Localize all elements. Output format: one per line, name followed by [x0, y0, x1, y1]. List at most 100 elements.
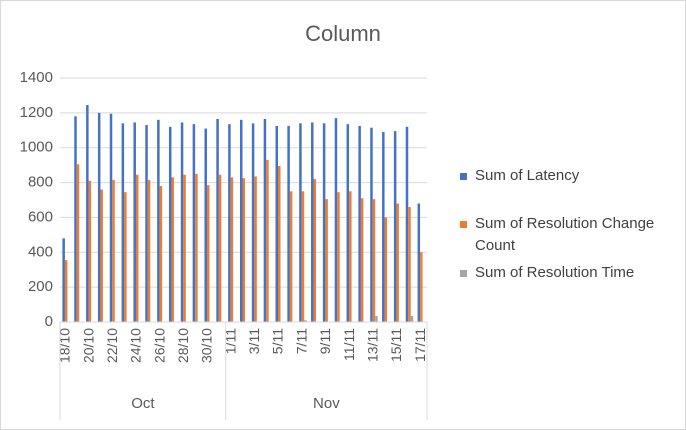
- bar: [242, 178, 245, 322]
- bar: [192, 124, 196, 322]
- bar: [109, 113, 113, 322]
- legend-swatch: [460, 221, 467, 228]
- legend-label: Sum of Resolution Time: [475, 264, 635, 281]
- group-label: Nov: [313, 395, 340, 412]
- bar: [74, 116, 77, 322]
- bar: [62, 238, 65, 322]
- bar: [349, 191, 352, 322]
- bar: [204, 128, 207, 322]
- bar: [304, 320, 307, 322]
- x-tick-label: 1/11: [222, 328, 238, 354]
- bar: [97, 112, 101, 322]
- x-tick-label: 7/11: [293, 328, 309, 354]
- bar: [88, 180, 92, 322]
- bar: [375, 315, 378, 322]
- x-tick-label: 30/10: [199, 328, 215, 363]
- y-tick-label: 600: [28, 208, 53, 225]
- bar: [322, 123, 326, 322]
- x-tick-label: 11/11: [341, 328, 357, 361]
- y-tick-label: 1200: [20, 104, 53, 121]
- bar: [410, 315, 414, 322]
- bar: [133, 122, 136, 322]
- bar: [240, 119, 243, 322]
- bar: [145, 125, 148, 322]
- x-tick-label: 9/11: [317, 328, 333, 354]
- bar: [168, 126, 172, 322]
- bar: [228, 124, 231, 322]
- x-tick-label: 26/10: [151, 328, 167, 363]
- bar: [360, 198, 364, 322]
- bar: [334, 118, 338, 322]
- x-tick-label: 5/11: [270, 328, 286, 354]
- bar: [76, 164, 80, 322]
- group-label: Oct: [131, 395, 155, 412]
- bar: [311, 122, 314, 322]
- bar: [121, 123, 125, 322]
- bar: [159, 186, 163, 322]
- y-tick-label: 0: [45, 313, 53, 330]
- bar: [358, 125, 361, 322]
- x-tick-label: 20/10: [80, 328, 96, 363]
- bar: [325, 199, 328, 322]
- bar: [157, 119, 160, 322]
- bar: [263, 118, 267, 322]
- legend-item: Sum of Resolution Change Count: [460, 213, 675, 257]
- legend-label: Sum of Resolution Change Count: [475, 215, 655, 254]
- bar: [206, 185, 210, 322]
- bar: [384, 217, 388, 322]
- bar: [183, 174, 186, 322]
- x-tick-label: 22/10: [104, 328, 120, 363]
- bar: [275, 125, 279, 322]
- y-tick-label: 1000: [20, 139, 53, 156]
- bar: [382, 132, 385, 322]
- bar: [216, 118, 219, 322]
- bar: [372, 199, 376, 322]
- x-tick-label: 28/10: [175, 328, 191, 363]
- bar: [417, 203, 421, 322]
- bar: [287, 125, 290, 322]
- chart-title: Column: [305, 21, 381, 46]
- bar: [135, 174, 139, 322]
- bar: [195, 173, 198, 322]
- x-tick-label: 15/11: [388, 328, 404, 362]
- bar: [254, 176, 257, 322]
- y-tick-label: 1400: [20, 69, 53, 86]
- bar: [112, 179, 115, 322]
- bar: [86, 105, 89, 322]
- bar: [64, 260, 68, 322]
- bar: [405, 126, 409, 322]
- x-tick-label: 24/10: [128, 328, 144, 363]
- bar: [230, 177, 234, 322]
- bar: [251, 123, 255, 322]
- y-tick-label: 800: [28, 174, 53, 191]
- bar: [266, 159, 269, 322]
- bar: [301, 191, 305, 322]
- bar: [218, 174, 222, 322]
- legend-label: Sum of Latency: [475, 167, 580, 184]
- x-tick-label: 18/10: [57, 328, 73, 363]
- x-tick-label: 17/11: [412, 328, 428, 362]
- bar: [337, 192, 340, 322]
- bar: [171, 177, 174, 322]
- bar: [289, 191, 293, 322]
- legend-item: Sum of Resolution Time: [460, 262, 675, 284]
- bar: [278, 166, 281, 322]
- x-tick-label: 3/11: [246, 328, 262, 354]
- bar: [100, 189, 103, 322]
- bar: [180, 122, 184, 322]
- y-tick-label: 200: [28, 278, 53, 295]
- legend-item: Sum of Latency: [460, 165, 675, 187]
- legend-swatch: [460, 270, 467, 277]
- bar: [393, 131, 397, 322]
- bar: [396, 203, 399, 322]
- bar: [299, 123, 302, 322]
- legend-swatch: [460, 173, 467, 180]
- bar: [313, 179, 317, 322]
- bar: [147, 179, 151, 322]
- bar: [346, 124, 350, 322]
- y-tick-label: 400: [28, 243, 53, 260]
- bar: [124, 192, 127, 322]
- bar: [370, 127, 373, 323]
